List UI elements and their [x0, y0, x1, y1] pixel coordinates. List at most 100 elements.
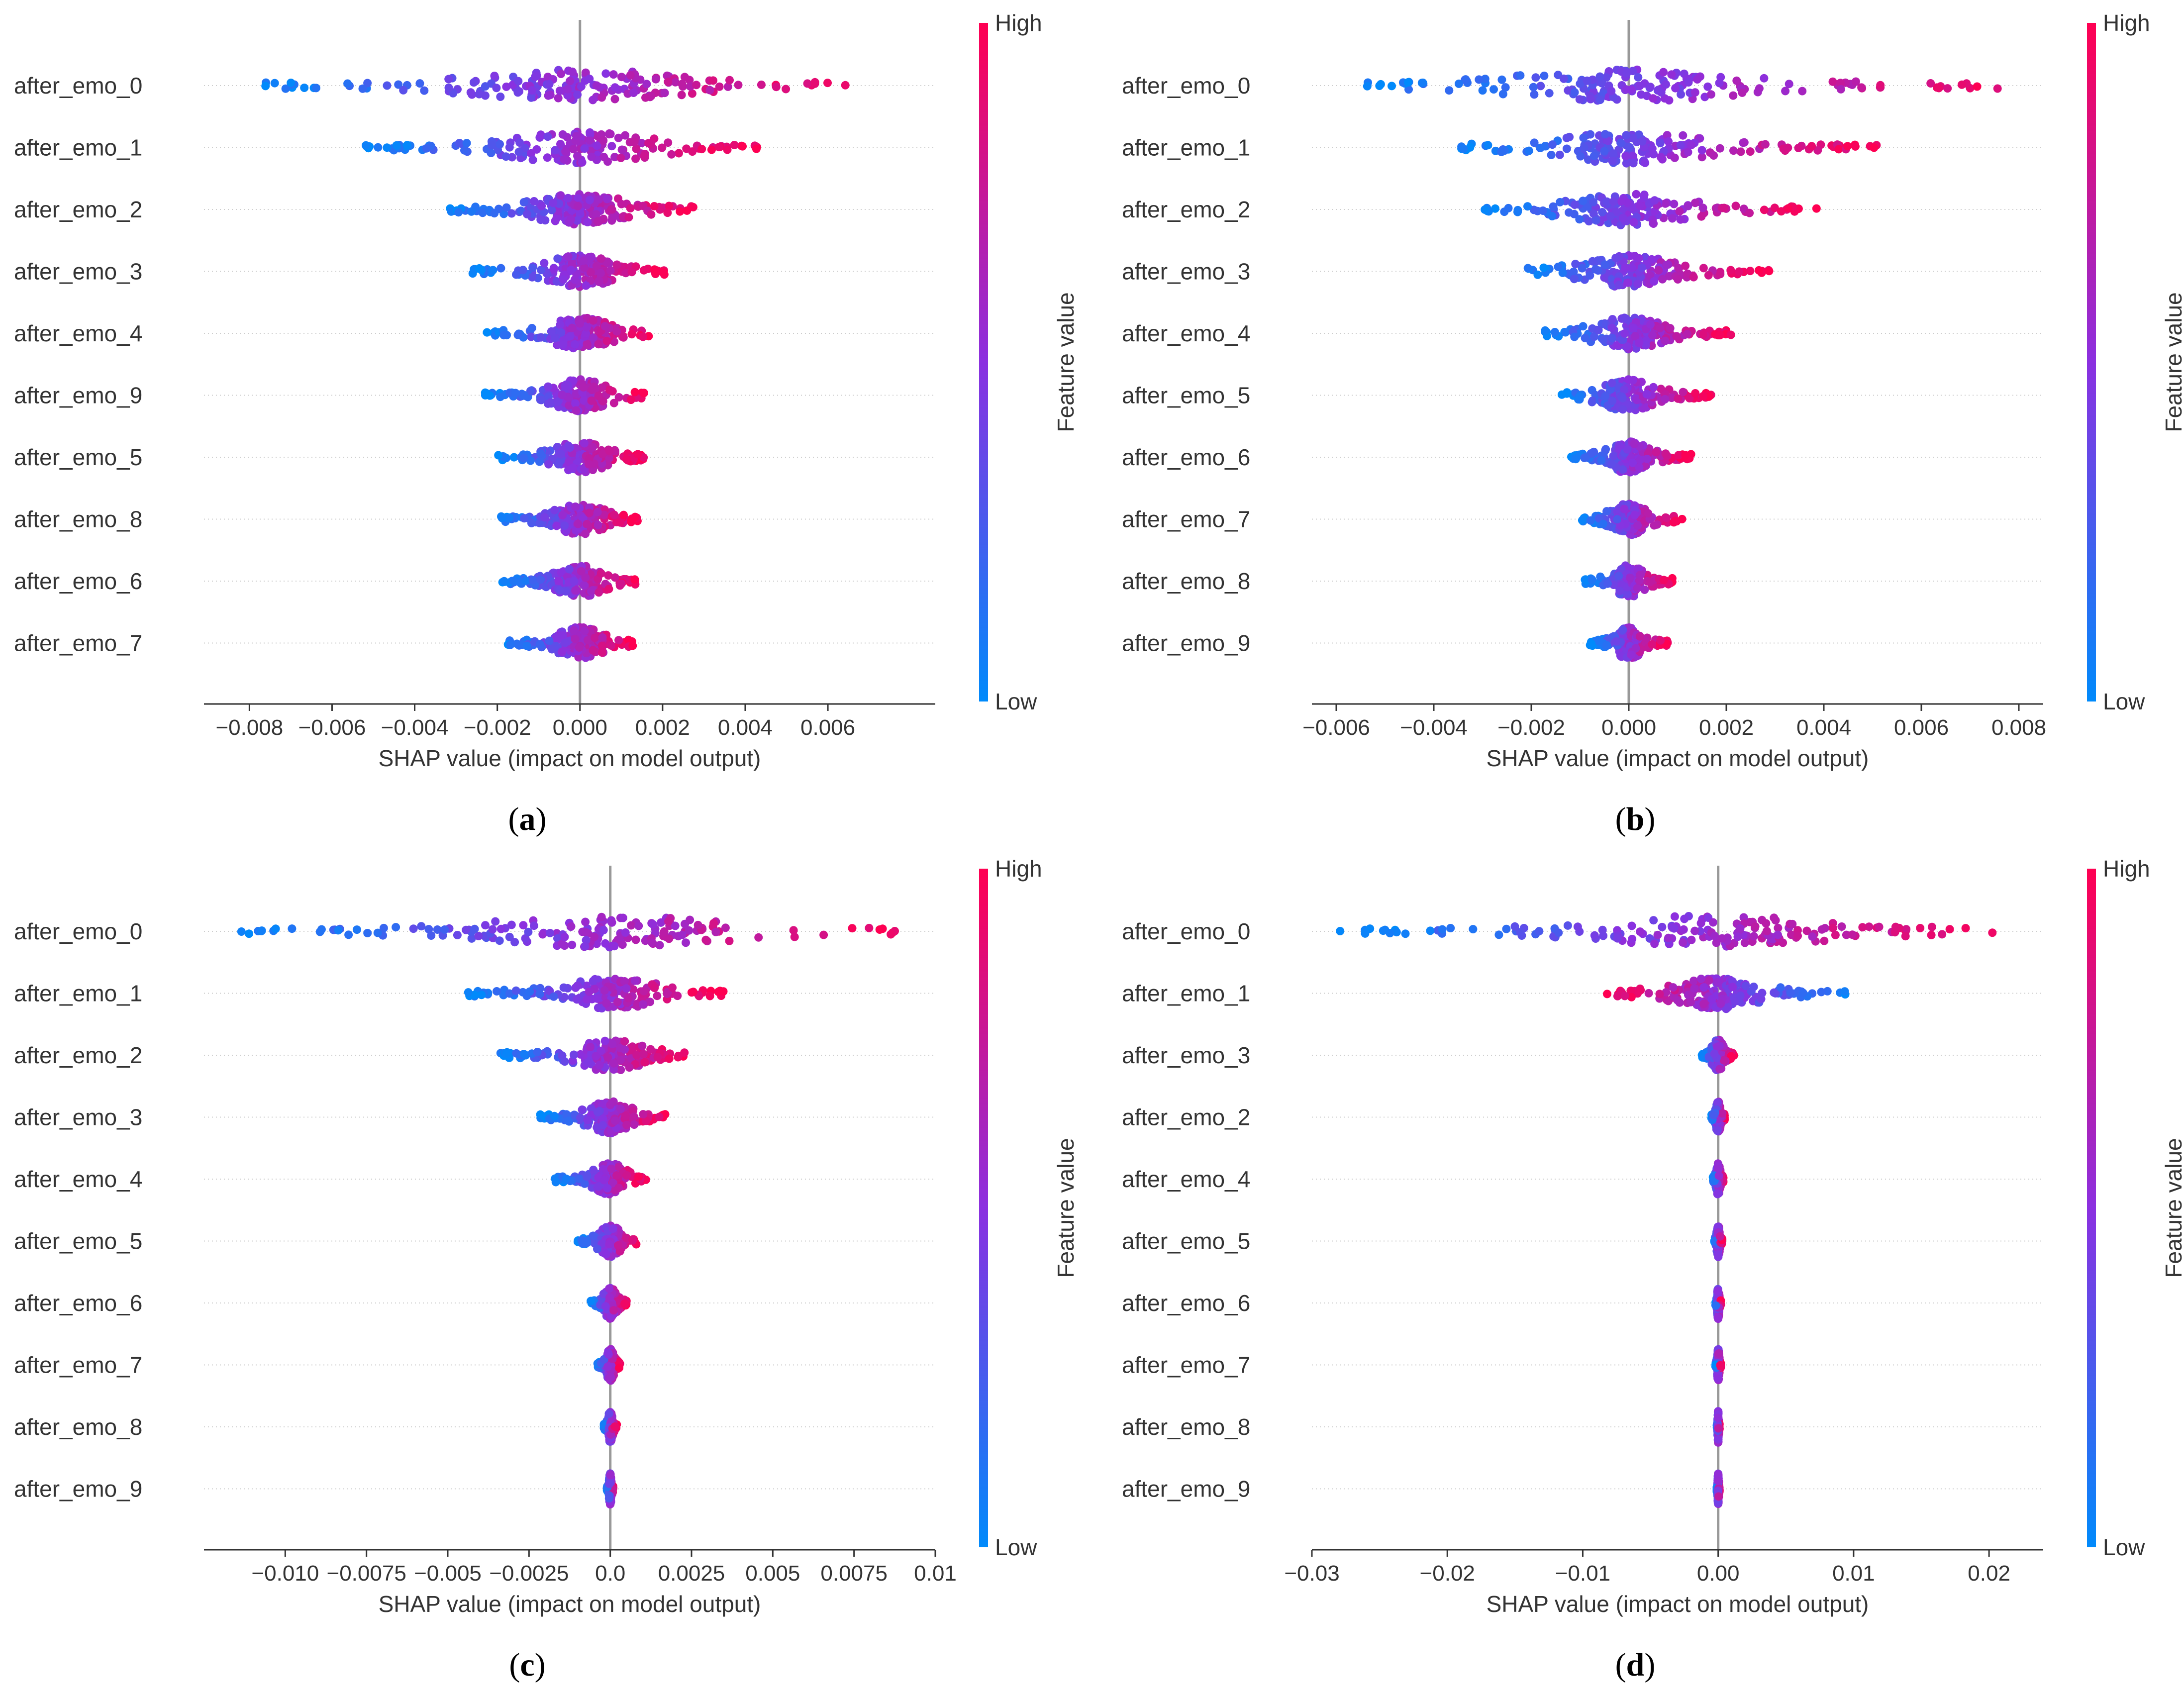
- shap-dot: [1635, 463, 1644, 472]
- shap-dot: [562, 1110, 571, 1119]
- shap-dot: [630, 137, 639, 146]
- shap-dot: [1634, 73, 1643, 82]
- shap-dot: [536, 575, 545, 584]
- shap-dot: [536, 449, 545, 458]
- shap-dot: [1715, 331, 1724, 340]
- shap-dot: [578, 158, 587, 167]
- shap-dot: [1598, 208, 1607, 216]
- shap-dot: [582, 928, 590, 937]
- shap-dot: [477, 991, 486, 1000]
- shap-dot: [1538, 206, 1547, 215]
- shap-dot: [496, 140, 504, 149]
- colorbar-title: Feature value: [2161, 292, 2184, 432]
- shap-dot: [730, 141, 739, 149]
- shap-dot: [509, 577, 518, 586]
- shap-dot: [1597, 456, 1606, 465]
- shap-dot: [1609, 452, 1618, 461]
- shap-dot: [601, 1302, 610, 1311]
- shap-dot: [487, 149, 496, 157]
- shap-dot: [1732, 76, 1741, 85]
- shap-dot: [1665, 272, 1674, 281]
- feature-dots-after_emo_6: [1567, 437, 1695, 477]
- shap-dot: [1726, 266, 1735, 275]
- shap-dot: [543, 132, 552, 141]
- shap-dot: [549, 992, 558, 1001]
- shap-dot: [1661, 199, 1670, 208]
- feature-label: after_emo_8: [1122, 568, 1250, 594]
- shap-dot: [1697, 212, 1706, 221]
- shap-dot: [602, 336, 611, 345]
- shap-dot: [601, 1250, 610, 1259]
- shap-dot: [1649, 383, 1658, 392]
- shap-dot: [596, 254, 605, 263]
- feature-dots-after_emo_5: [573, 1221, 641, 1261]
- shap-dot: [422, 144, 431, 153]
- shap-dot: [561, 638, 570, 647]
- colorbar-title: Feature value: [1053, 292, 1079, 432]
- shap-dot: [562, 1174, 571, 1183]
- shap-dot: [343, 79, 352, 88]
- shap-dot: [545, 636, 554, 645]
- shap-dot: [660, 89, 669, 98]
- shap-dot: [528, 273, 537, 282]
- shap-dot: [572, 406, 581, 415]
- shap-dot: [685, 76, 694, 85]
- shap-dot: [540, 259, 549, 268]
- shap-dot: [525, 987, 534, 996]
- shap-dot: [554, 577, 563, 586]
- shap-dot: [593, 507, 602, 516]
- shap-dot: [560, 521, 569, 530]
- shap-dot: [1699, 330, 1707, 339]
- shap-dot: [466, 88, 475, 97]
- shap-dot: [634, 1172, 643, 1181]
- shap-dot: [1589, 209, 1598, 218]
- shap-dot: [1812, 204, 1821, 213]
- shap-dot: [1388, 82, 1396, 91]
- shap-dot: [603, 1053, 612, 1062]
- shap-dot: [374, 143, 383, 152]
- shap-dot: [738, 142, 747, 151]
- shap-dot: [496, 93, 505, 101]
- shap-dot: [1504, 203, 1513, 212]
- shap-dot: [483, 328, 492, 337]
- shap-dot: [589, 96, 597, 104]
- shap-dot: [659, 928, 668, 937]
- shap-dot: [1781, 146, 1789, 155]
- shap-dot: [501, 152, 510, 161]
- shap-dot: [638, 332, 647, 341]
- shap-dot: [1736, 147, 1745, 156]
- shap-dot: [499, 577, 508, 586]
- shap-dot: [1641, 253, 1650, 262]
- shap-dot: [566, 332, 575, 341]
- shap-dot: [492, 84, 501, 93]
- shap-dot: [630, 976, 639, 985]
- shap-dot: [1616, 521, 1625, 530]
- shap-dot: [522, 210, 531, 218]
- shap-dot: [570, 1050, 578, 1059]
- shap-dot: [673, 992, 682, 1000]
- shap-dot: [705, 86, 714, 95]
- shap-dot: [1583, 76, 1591, 85]
- shap-dot: [1957, 80, 1966, 89]
- shap-dot: [495, 936, 504, 945]
- shap-dot: [271, 924, 280, 933]
- shap-dot: [392, 141, 401, 150]
- shap-dot: [499, 331, 508, 340]
- shap-dot: [664, 138, 673, 147]
- shap-dot: [362, 141, 370, 150]
- shap-dot: [1417, 79, 1426, 88]
- shap-dot: [1562, 144, 1571, 153]
- shap-dot: [1699, 392, 1708, 400]
- feature-dots-after_emo_1: [362, 127, 761, 167]
- shap-dot: [614, 393, 623, 401]
- shap-dot: [1755, 266, 1763, 275]
- shap-dot: [587, 396, 596, 405]
- shap-dot: [676, 207, 685, 216]
- shap-dot: [601, 939, 610, 948]
- shap-dot: [640, 152, 649, 160]
- shap-dot: [1704, 271, 1713, 280]
- x-tick-label: −0.002: [1497, 715, 1565, 740]
- shap-dot: [790, 932, 799, 941]
- feature-label: after_emo_8: [14, 1414, 142, 1440]
- shap-dot: [1541, 326, 1550, 335]
